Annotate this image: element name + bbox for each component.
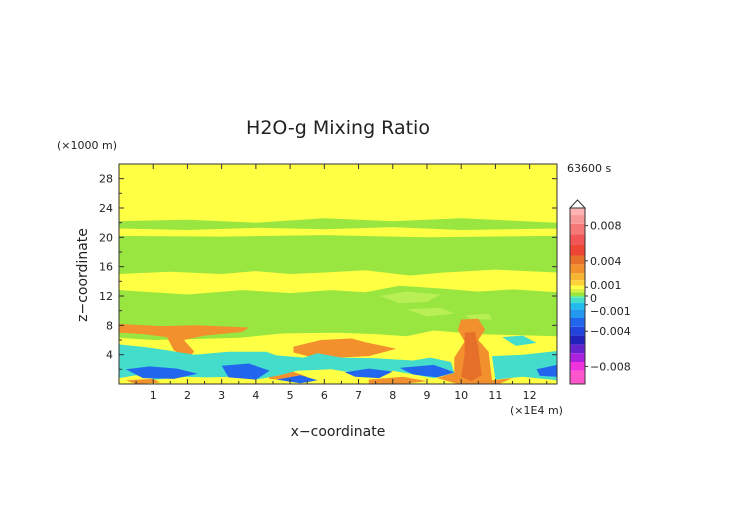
colorbar-band [570,353,585,362]
colorbar-band [570,362,585,371]
region-orange-8 [293,338,397,358]
x-tick-label-2: 2 [184,389,191,402]
colorbar-band [570,288,585,293]
region-blue-20 [344,368,393,379]
colorbar-band [570,255,585,265]
colorbar-label: 0 [590,292,597,305]
x-tick-label-5: 5 [287,389,294,402]
region-green-2 [119,285,557,340]
time-label: 63600 s [567,162,611,175]
colorbar-band [570,303,585,310]
region-green-1 [119,235,557,276]
region-blue-22 [536,364,557,377]
colorbar-band [570,335,585,345]
x-tick-label-11: 11 [488,389,502,402]
region-green-0 [119,218,557,230]
x-tick-label-12: 12 [523,389,537,402]
y-axis-title: z−coordinate [75,228,91,322]
y-tick-label-4: 4 [106,349,113,362]
region-orange-12 [368,376,427,384]
region-blue-18 [221,363,270,380]
colorbar-label: 0.004 [590,255,622,268]
x-axis-ticks: 1 2 3 4 5 6 7 8 9 10 11 12 [135,164,548,402]
colorbar-extend-arrow [568,199,587,209]
colorbar-band [570,309,585,318]
colorbar-band [570,244,585,256]
colorbar-label: 0.008 [590,220,622,233]
region-light_green-5 [464,313,492,320]
region-dark_orange-13 [461,331,482,382]
region-blue-17 [125,366,198,379]
colorbar-label: 0.001 [590,279,622,292]
chart-title: H2O-g Mixing Ratio [246,117,430,139]
plot-frame [118,163,558,385]
colorbar-band [570,234,585,245]
colorbar-band [570,318,585,327]
region-orange-6 [119,323,249,358]
region-cyan-16 [502,335,537,346]
x-tick-label-10: 10 [454,389,468,402]
colorbar-band [570,292,585,296]
colorbar-band [570,264,585,274]
x-tick-label-6: 6 [321,389,328,402]
x-tick-label-7: 7 [355,389,362,402]
colorbar-band [570,326,585,336]
y-tick-label-8: 8 [106,319,113,332]
colorbar-band [570,285,585,289]
y-unit-label: (×1000 m) [57,139,117,152]
x-tick-label-4: 4 [252,389,259,402]
x-tick-label-1: 1 [150,389,157,402]
x-tick-label-8: 8 [389,389,396,402]
x-axis-title: x−coordinate [291,424,386,440]
region-orange-10 [125,378,161,384]
colorbar-band [570,208,585,216]
colorbar-band [570,273,585,281]
colorbar-band [570,370,585,384]
colorbar-band [570,280,585,286]
y-axis-ticks: 4 8 12 16 20 24 28 [99,173,557,370]
colorbar-band [570,215,585,224]
x-tick-label-3: 3 [218,389,225,402]
region-light_green-4 [406,307,455,317]
colorbar-band [570,344,585,354]
y-tick-label-12: 12 [99,290,113,303]
colorbar-band [570,297,585,304]
region-light_green-3 [379,291,441,304]
colorbar-band [570,296,585,298]
colorbar-label: −0.004 [590,325,631,338]
region-blue-21 [399,364,455,378]
colorbar-label: −0.001 [590,305,631,318]
y-tick-label-24: 24 [99,202,113,215]
x-unit-label: (×1E4 m) [510,404,563,417]
y-tick-label-28: 28 [99,173,113,186]
y-tick-label-16: 16 [99,261,113,274]
colorbar-label: −0.008 [590,360,631,373]
heatmap-regions [119,164,557,384]
x-tick-label-9: 9 [423,389,430,402]
colorbar-band [570,223,585,235]
y-tick-label-20: 20 [99,231,113,244]
